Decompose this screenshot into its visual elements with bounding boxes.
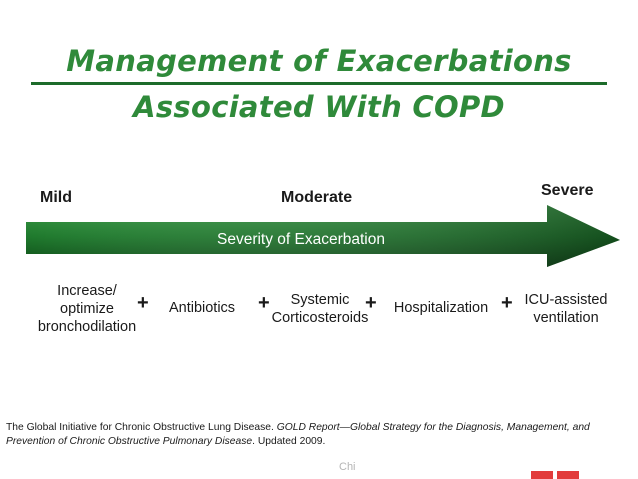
plus-sign: + — [258, 292, 270, 314]
footer-fragment: Chi — [339, 461, 356, 473]
corner-logo-fragment — [531, 471, 579, 479]
slide-title-line1: Management of Exacerbations — [66, 44, 572, 78]
step-systemic-corticosteroids: Systemic Corticosteroids — [271, 292, 369, 326]
severity-arrow — [26, 205, 620, 267]
step-hospitalization: Hospitalization — [393, 300, 489, 316]
slide-title-line2: Associated With COPD — [133, 90, 505, 124]
plus-sign: + — [501, 292, 513, 314]
step-bronchodilation: Increase/ optimize bronchodilation — [37, 283, 137, 335]
plus-sign: + — [365, 292, 377, 314]
severity-label-severe: Severe — [541, 182, 594, 199]
step-antibiotics: Antibiotics — [168, 300, 236, 316]
severity-label-moderate: Moderate — [281, 189, 353, 206]
arrow-label: Severity of Exacerbation — [216, 231, 385, 248]
severity-label-mild: Mild — [40, 189, 72, 206]
citation: The Global Initiative for Chronic Obstru… — [6, 422, 590, 447]
title-underline — [31, 82, 607, 85]
plus-sign: + — [137, 292, 149, 314]
step-icu-ventilation: ICU-assisted ventilation — [524, 292, 608, 326]
